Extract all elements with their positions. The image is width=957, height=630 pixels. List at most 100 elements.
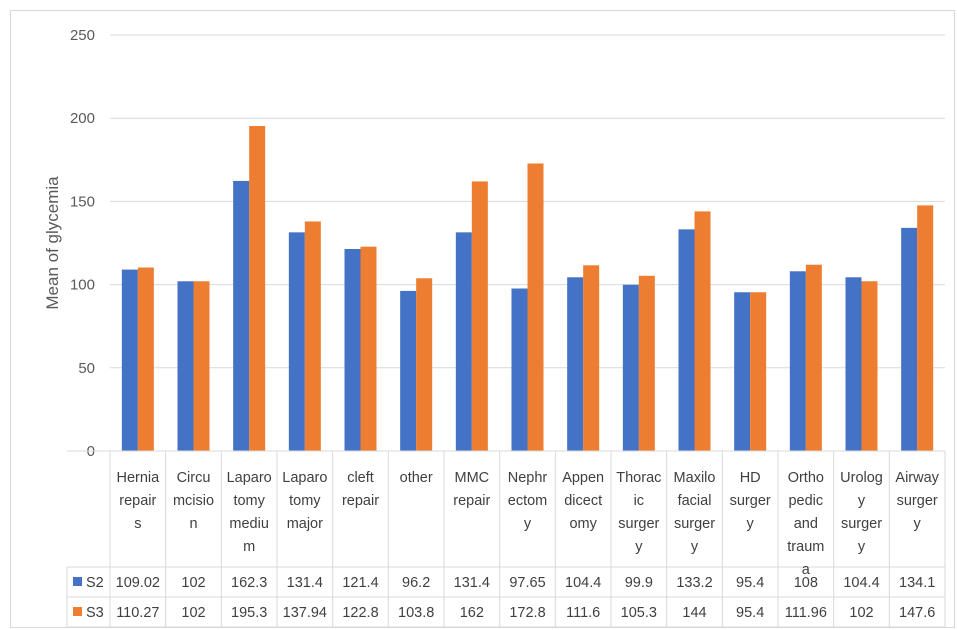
y-tick-label: 250 — [70, 27, 95, 44]
category-label: surger — [897, 493, 938, 509]
bar-s3 — [304, 221, 321, 451]
legend-key-s3 — [73, 607, 82, 616]
data-label-s3: 195.3 — [231, 605, 267, 621]
category-label: omy — [569, 516, 597, 532]
data-label-s2: 109.02 — [116, 575, 160, 591]
category-label: Maxilo — [674, 470, 716, 486]
category-label: MMC — [455, 470, 490, 486]
category-label: surger — [841, 516, 882, 532]
category-label: y — [858, 539, 866, 555]
category-label: y — [691, 539, 699, 555]
data-label-s3: 110.27 — [116, 605, 159, 621]
bar-s3 — [137, 267, 154, 451]
data-label-s3: 147.6 — [899, 605, 935, 621]
data-label-s3: 103.8 — [398, 605, 434, 621]
bar-s3 — [694, 211, 711, 451]
category-label: ectom — [508, 493, 548, 509]
bar-s2 — [233, 180, 250, 451]
data-label-s2: 162.3 — [231, 575, 267, 591]
data-label-s3: 102 — [181, 605, 205, 621]
category-label: ic — [634, 493, 644, 509]
category-label: y — [858, 493, 866, 509]
category-label: traum — [787, 539, 824, 555]
bar-s2 — [511, 288, 528, 451]
category-label: surger — [730, 493, 771, 509]
bar-s3 — [583, 265, 600, 451]
legend-key-s2 — [73, 577, 82, 586]
category-label: Airway — [895, 470, 939, 486]
bar-s2 — [734, 292, 751, 451]
category-label: other — [400, 470, 433, 486]
category-label: Hernia — [116, 470, 160, 486]
data-label-s3: 162 — [460, 605, 484, 621]
data-label-s2: 99.9 — [625, 575, 653, 591]
bar-s2 — [789, 271, 806, 451]
category-label: cleft — [347, 470, 374, 486]
bar-s3 — [416, 278, 433, 451]
bar-s3 — [193, 281, 210, 451]
y-tick-label: 150 — [70, 193, 95, 210]
data-label-s2: 131.4 — [287, 575, 323, 591]
data-label-s2: 97.65 — [509, 575, 545, 591]
category-label: tomy — [289, 493, 321, 509]
category-label: mediu — [229, 516, 269, 532]
category-label: repair — [342, 493, 379, 509]
category-label: pedic — [788, 493, 823, 509]
category-label: major — [287, 516, 323, 532]
bar-s3 — [805, 264, 822, 451]
bar-s3 — [527, 163, 544, 451]
bar-s3 — [249, 126, 266, 451]
y-tick-label: 100 — [70, 277, 95, 294]
data-label-s3: 122.8 — [342, 605, 378, 621]
data-label-s3: 111.96 — [785, 605, 827, 621]
category-label: a — [802, 562, 811, 578]
data-label-s3: 172.8 — [509, 605, 545, 621]
category-label: surger — [674, 516, 715, 532]
category-label: Ortho — [788, 470, 824, 486]
category-label: n — [189, 516, 197, 532]
data-label-s2: 95.4 — [736, 575, 764, 591]
data-label-s2: 96.2 — [402, 575, 430, 591]
category-label: facial — [678, 493, 712, 509]
data-label-s2: 104.4 — [565, 575, 601, 591]
data-label-s2: 102 — [181, 575, 205, 591]
category-label: mcisio — [173, 493, 214, 509]
category-label: y — [524, 516, 532, 532]
legend-label-s2: S2 — [86, 575, 104, 591]
category-label: Laparo — [227, 470, 272, 486]
bar-s2 — [845, 277, 862, 451]
bar-s3 — [360, 246, 377, 451]
data-label-s2: 131.4 — [454, 575, 490, 591]
category-label: and — [794, 516, 818, 532]
category-label: surger — [618, 516, 659, 532]
category-label: y — [747, 516, 755, 532]
category-label: tomy — [233, 493, 265, 509]
bar-s2 — [622, 284, 639, 451]
category-label: Urolog — [840, 470, 883, 486]
legend-label-s3: S3 — [86, 605, 104, 621]
bar-s2 — [288, 232, 305, 451]
category-label: m — [243, 539, 255, 555]
bar-s2 — [121, 269, 138, 451]
data-label-s2: 133.2 — [676, 575, 712, 591]
category-label: repair — [453, 493, 490, 509]
data-label-s3: 144 — [682, 605, 706, 621]
y-axis-label: Mean of glycemia — [43, 176, 62, 310]
bar-s2 — [177, 281, 194, 451]
data-label-s3: 137.94 — [283, 605, 327, 621]
bar-s2 — [400, 290, 417, 451]
category-label: Nephr — [508, 470, 548, 486]
data-label-s2: 108 — [794, 575, 818, 591]
bar-s2 — [455, 232, 472, 451]
category-label: HD — [740, 470, 761, 486]
y-tick-label: 50 — [78, 360, 95, 377]
category-label: dicect — [564, 493, 602, 509]
data-label-s3: 95.4 — [736, 605, 764, 621]
bar-s3 — [861, 281, 878, 451]
bar-s3 — [471, 181, 488, 451]
data-label-s3: 102 — [849, 605, 873, 621]
category-label: repair — [119, 493, 156, 509]
category-label: Laparo — [282, 470, 327, 486]
category-label: Thorac — [616, 470, 661, 486]
